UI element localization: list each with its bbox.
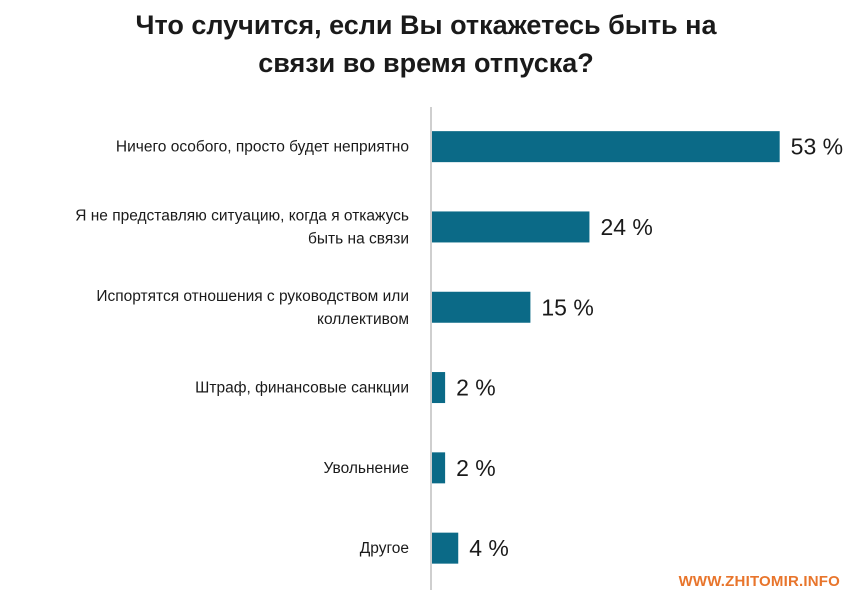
value-label-4: 2 %	[456, 455, 496, 481]
category-label-4: Увольнение	[324, 460, 409, 477]
bar-4	[432, 452, 446, 484]
category-label-1-line-1: Я не представляю ситуацию, когда я откаж…	[75, 207, 409, 224]
chart-title-line-2: связи во время отпуска?	[258, 48, 594, 78]
bar-3	[432, 372, 446, 404]
chart-title: Что случится, если Вы откажетесь быть на…	[0, 6, 852, 82]
bar-5	[432, 532, 459, 564]
value-label-1: 24 %	[600, 214, 652, 240]
category-label-2-line-1: Испортятся отношения с руководством или	[96, 288, 409, 305]
category-label-5: Другое	[360, 540, 409, 557]
site-watermark: WWW.ZHITOMIR.INFO	[678, 573, 840, 590]
value-label-2: 15 %	[541, 294, 593, 320]
value-label-3: 2 %	[456, 375, 496, 401]
chart-title-line-1: Что случится, если Вы откажетесь быть на	[135, 10, 717, 40]
value-label-0: 53 %	[791, 134, 843, 160]
bar-2	[432, 291, 531, 323]
value-label-5: 4 %	[469, 535, 509, 561]
bar-1	[432, 211, 590, 243]
category-label-3: Штраф, финансовые санкции	[195, 380, 409, 397]
category-label-2-line-2: коллективом	[317, 311, 409, 328]
category-label-1-line-2: быть на связи	[308, 230, 409, 247]
category-label-0: Ничего особого, просто будет неприятно	[116, 139, 409, 156]
bar-0	[432, 131, 780, 163]
